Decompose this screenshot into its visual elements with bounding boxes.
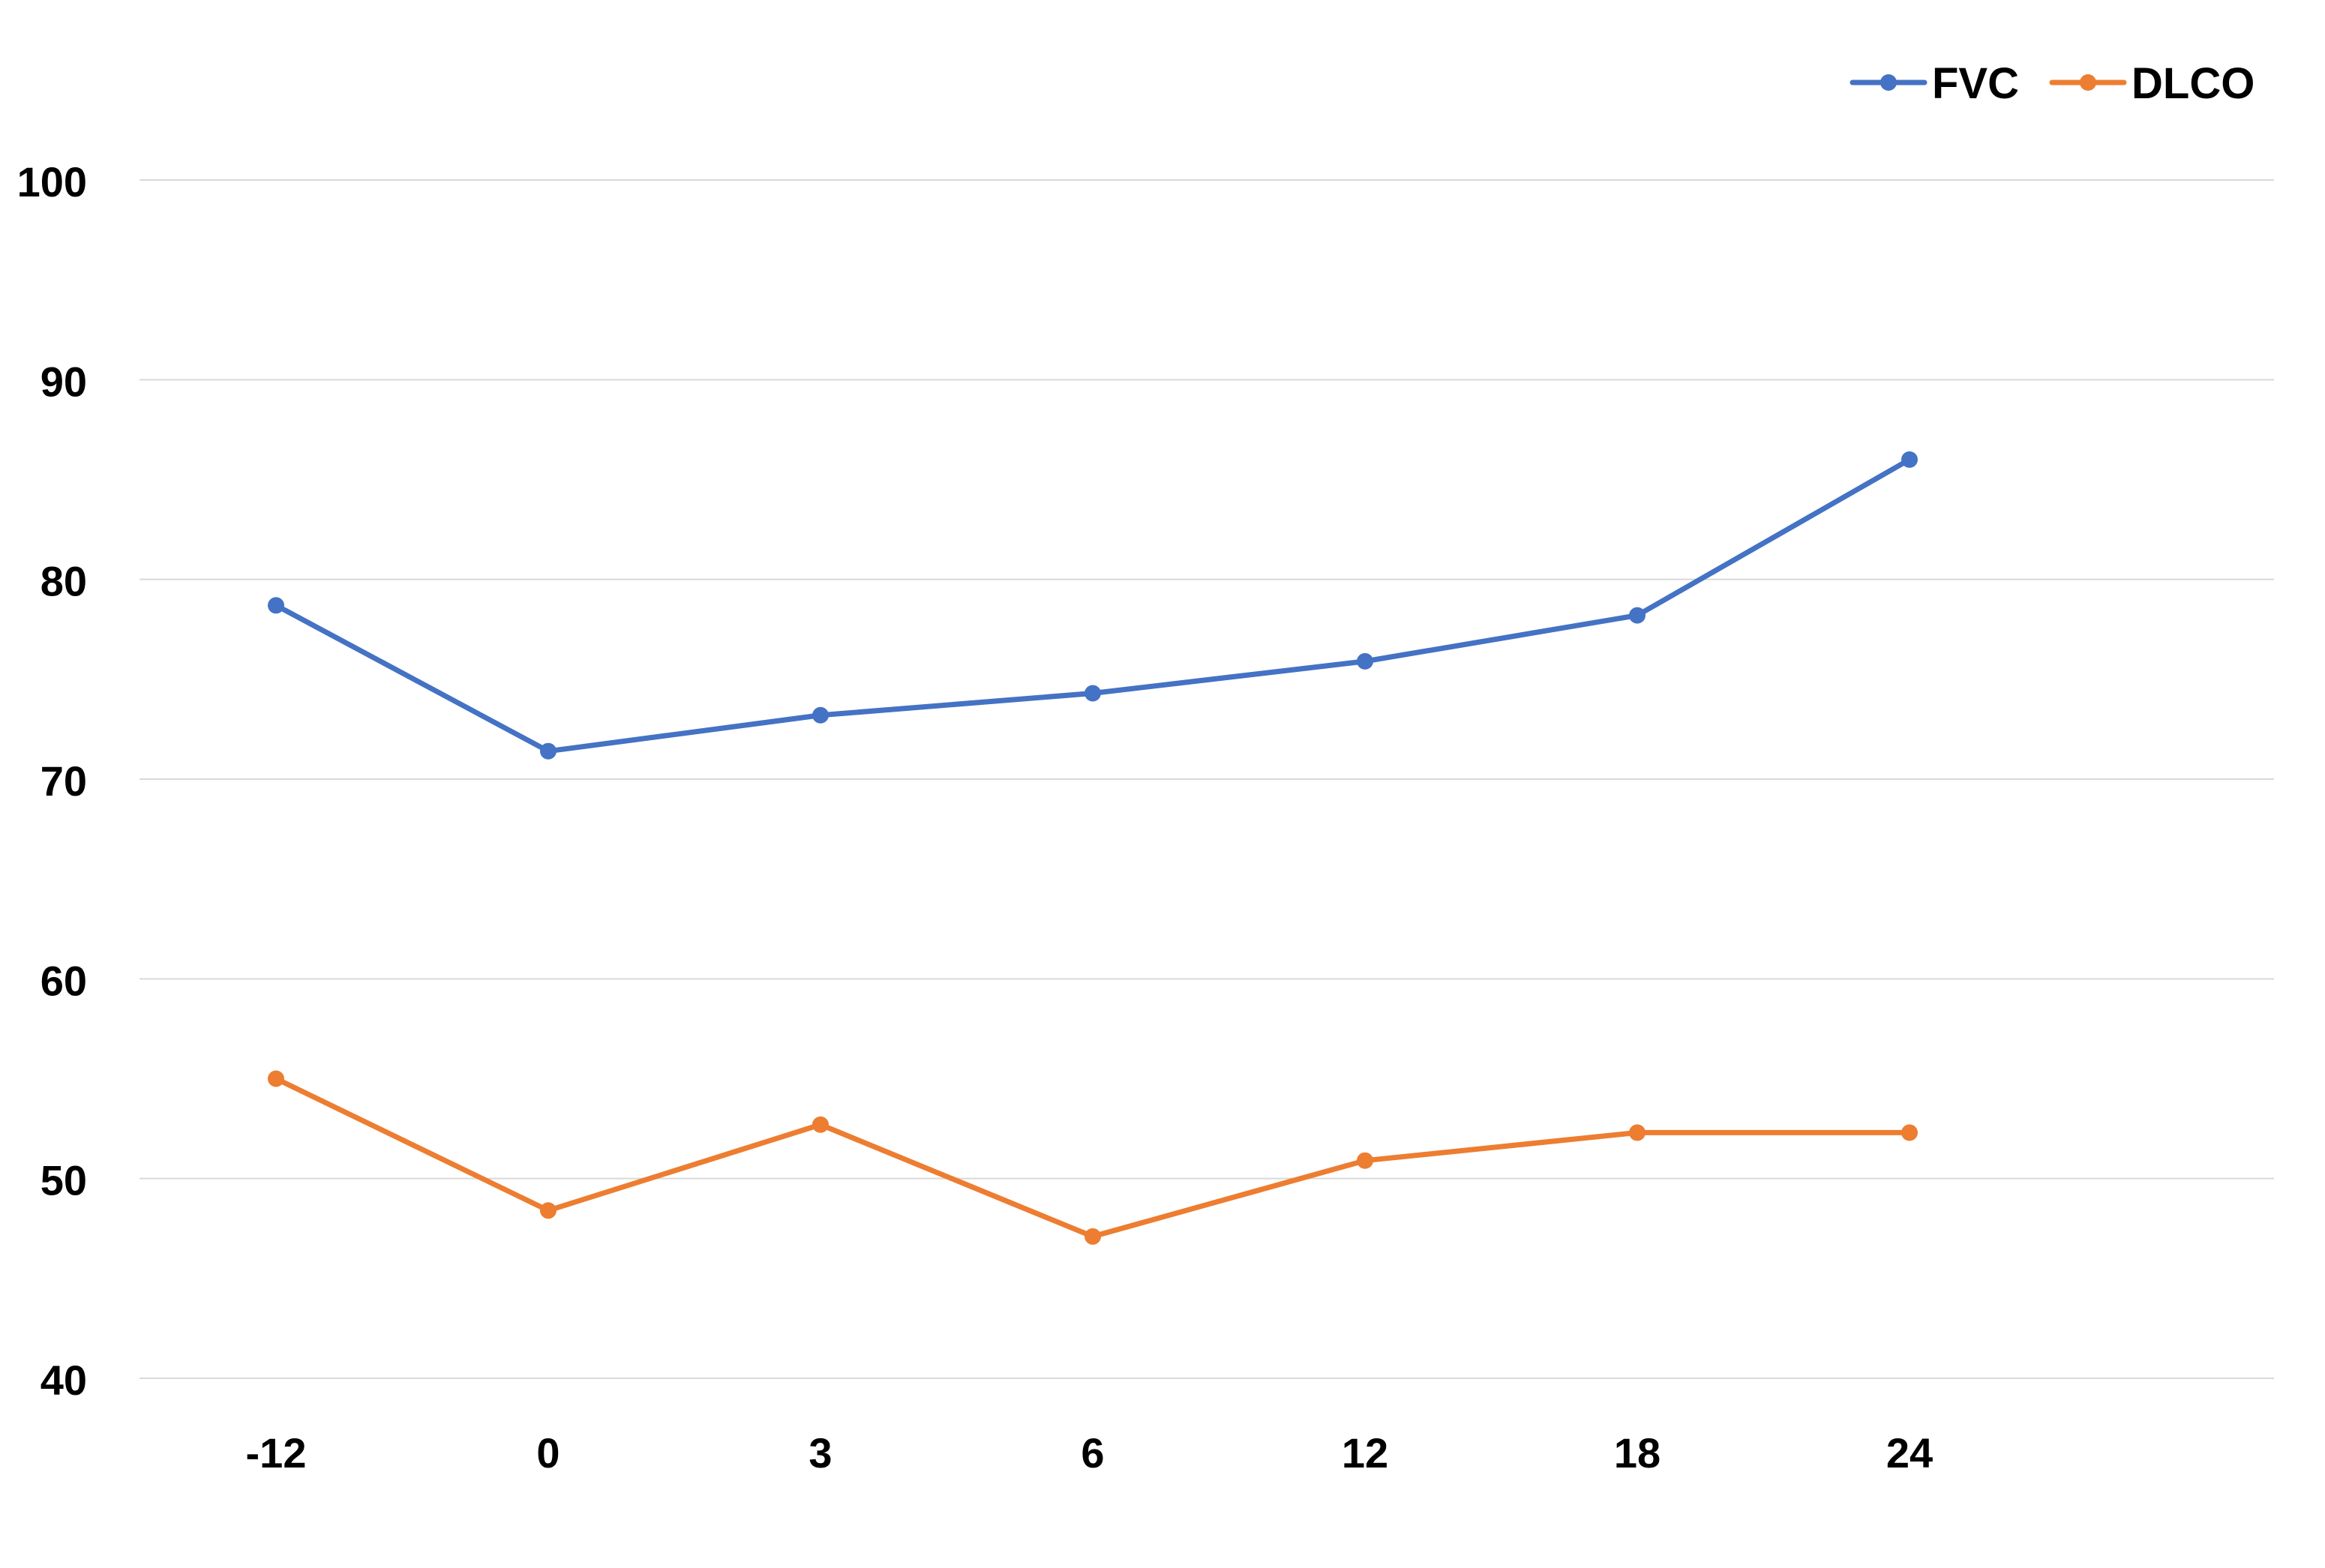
data-point <box>540 1202 556 1219</box>
data-point <box>812 706 829 724</box>
y-tick-label: 80 <box>40 558 87 605</box>
x-tick-label: 18 <box>1614 1429 1660 1477</box>
legend-swatch-marker <box>1880 74 1897 91</box>
y-tick-label: 60 <box>40 957 87 1004</box>
data-point <box>268 597 284 614</box>
data-point <box>812 1116 829 1133</box>
y-tick-label: 90 <box>40 358 87 405</box>
data-point <box>1901 451 1918 468</box>
y-tick-label: 40 <box>40 1357 87 1404</box>
y-tick-label: 70 <box>40 757 87 805</box>
data-point <box>268 1070 284 1087</box>
x-axis-ticks: -12 0 3 6 12 18 24 <box>246 1429 1934 1477</box>
x-tick-label: 6 <box>1081 1429 1104 1477</box>
series-line <box>273 1076 1912 1240</box>
data-point <box>1901 1124 1918 1141</box>
series-line <box>273 457 1912 754</box>
legend-label: DLCO <box>2132 59 2254 108</box>
series-dlco <box>268 1070 1918 1245</box>
data-point <box>1357 1152 1373 1169</box>
data-point <box>1629 1124 1646 1141</box>
y-tick-label: 50 <box>40 1157 87 1204</box>
legend: FVC DLCO <box>1850 59 2254 108</box>
x-tick-label: 24 <box>1886 1429 1933 1477</box>
y-tick-label: 100 <box>17 158 87 205</box>
x-tick-label: 3 <box>808 1429 832 1477</box>
x-tick-label: 0 <box>536 1429 560 1477</box>
data-point <box>1357 652 1373 670</box>
y-axis-ticks: 40 50 60 70 80 90 100 <box>17 158 87 1404</box>
data-point <box>540 742 556 760</box>
legend-item-fvc: FVC <box>1850 59 2019 108</box>
data-point <box>1084 1228 1101 1245</box>
x-tick-label: -12 <box>246 1429 307 1477</box>
gridlines <box>140 179 2274 1379</box>
legend-swatch-marker <box>2080 74 2096 91</box>
series-lines <box>268 451 1918 1245</box>
data-point <box>1084 685 1101 702</box>
legend-item-dlco: DLCO <box>2049 59 2254 108</box>
data-point <box>1629 607 1646 624</box>
series-fvc <box>268 451 1918 760</box>
x-tick-label: 12 <box>1342 1429 1388 1477</box>
legend-label: FVC <box>1932 59 2019 108</box>
